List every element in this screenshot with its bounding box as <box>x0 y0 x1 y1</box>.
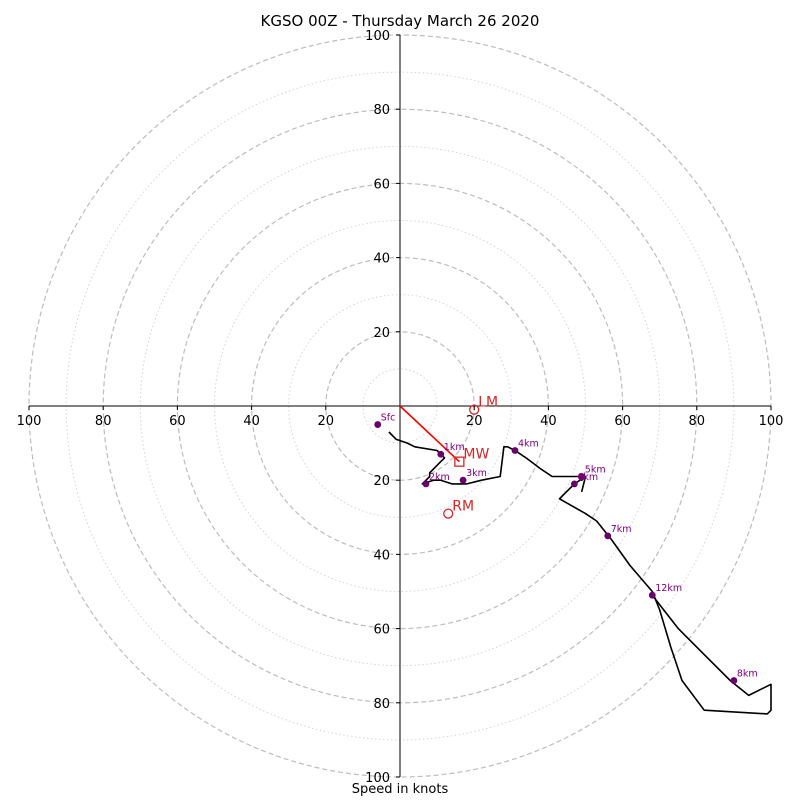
x-tick-label: 80 <box>95 414 112 429</box>
left-mover-label: LM <box>478 395 498 411</box>
height-marker-label: 7km <box>611 524 632 535</box>
y-tick-label: 80 <box>373 103 390 118</box>
y-tick-label: 100 <box>365 771 390 786</box>
right-mover-marker <box>443 508 454 519</box>
height-marker <box>422 480 430 488</box>
y-tick-label: 60 <box>373 177 390 192</box>
hodograph-line <box>388 431 772 715</box>
y-tick-label: 40 <box>373 252 390 267</box>
mean-wind-vector <box>399 405 460 463</box>
chart-title: KGSO 00Z - Thursday March 26 2020 <box>260 12 540 30</box>
height-marker <box>511 447 519 454</box>
height-marker <box>648 591 656 599</box>
x-tick-label: 60 <box>614 414 631 429</box>
tick-labels: 100 80 60 40 20 20 40 60 80 100 100 80 60 40 20 20 40 60 8… <box>17 29 784 786</box>
y-tick-label: 20 <box>373 326 390 341</box>
y-tick-label: 60 <box>373 623 390 638</box>
hodograph-trace <box>388 431 772 715</box>
storm-motion-markers: LM MW RM <box>399 395 498 519</box>
height-marker <box>437 450 445 458</box>
y-tick-label: 20 <box>373 474 390 489</box>
height-marker-label: 3km <box>466 468 487 479</box>
height-marker-label: Sfc <box>381 413 396 424</box>
left-mover-marker <box>469 404 480 415</box>
height-marker <box>374 421 382 428</box>
height-marker <box>604 532 612 540</box>
x-tick-label: 100 <box>17 414 42 429</box>
y-tick-label: 100 <box>365 29 390 44</box>
y-tick-label: 80 <box>373 697 390 712</box>
height-marker-label: 8km <box>737 669 758 680</box>
height-marker <box>459 476 467 484</box>
height-marker <box>578 473 586 480</box>
x-axis-label: Speed in knots <box>351 782 449 797</box>
x-tick-label: 40 <box>540 414 557 429</box>
height-marker-label: 4km <box>518 439 539 450</box>
height-marker <box>570 480 578 488</box>
x-tick-label: 60 <box>169 414 186 429</box>
x-tick-label: 20 <box>318 414 335 429</box>
mean-wind-marker <box>454 456 465 467</box>
height-marker-label: 6km <box>577 472 598 483</box>
height-marker-label: 1km <box>444 442 465 453</box>
height-marker-label: 2km <box>429 472 450 483</box>
x-tick-label: 100 <box>759 414 784 429</box>
x-tick-label: 40 <box>243 414 260 429</box>
height-marker-label: 12km <box>655 583 682 594</box>
y-tick-label: 40 <box>373 548 390 563</box>
x-tick-label: 20 <box>466 414 483 429</box>
mean-wind-label: MW <box>463 447 489 463</box>
height-marker <box>730 677 738 684</box>
right-mover-label: RM <box>452 499 474 515</box>
height-marker-label: 5km <box>585 464 606 475</box>
x-tick-label: 80 <box>689 414 706 429</box>
